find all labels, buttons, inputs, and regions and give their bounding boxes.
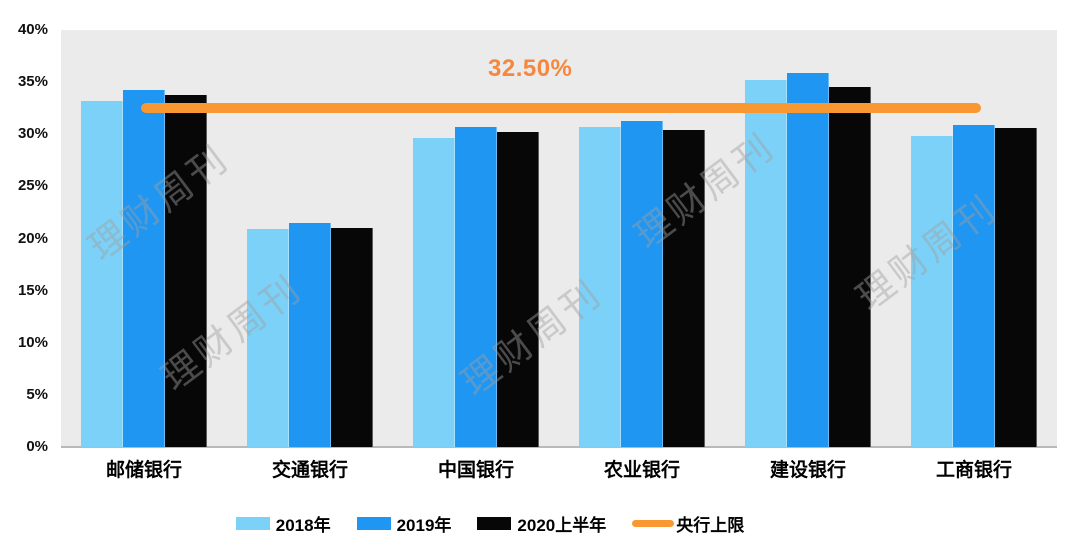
x-axis-category-label: 建设银行 bbox=[769, 460, 846, 481]
y-axis-tick-label: 0% bbox=[26, 438, 48, 455]
y-axis-tick-label: 20% bbox=[17, 229, 48, 247]
legend-label: 2018年 bbox=[275, 515, 331, 535]
central-bank-limit-line bbox=[141, 103, 981, 114]
bar-2019年-工商银行 bbox=[953, 124, 995, 447]
bar-2018年-工商银行 bbox=[911, 136, 953, 447]
legend-label: 央行上限 bbox=[676, 515, 745, 535]
bar-2018年-农业银行 bbox=[579, 126, 621, 447]
bar-2020上半年-邮储银行 bbox=[165, 94, 207, 447]
bar-2020上半年-工商银行 bbox=[995, 127, 1037, 447]
legend-item-央行上限: 央行上限 bbox=[632, 511, 744, 536]
bar-2020上半年-中国银行 bbox=[497, 132, 539, 447]
plot-area bbox=[61, 30, 1057, 447]
legend-item-2019年: 2019年 bbox=[356, 511, 452, 536]
x-axis-category-label: 交通银行 bbox=[271, 460, 348, 481]
x-axis-line bbox=[61, 446, 1057, 448]
bar-2018年-中国银行 bbox=[413, 138, 455, 447]
x-axis-category-label: 农业银行 bbox=[603, 460, 680, 481]
bar-2018年-建设银行 bbox=[745, 80, 787, 447]
limit-value-annotation: 32.50% bbox=[488, 55, 573, 82]
legend-item-2018年: 2018年 bbox=[235, 511, 331, 536]
legend-swatch-icon bbox=[235, 516, 270, 530]
bar-2020上半年-交通银行 bbox=[331, 228, 373, 447]
bar-2019年-邮储银行 bbox=[123, 90, 165, 447]
bar-2018年-邮储银行 bbox=[81, 100, 123, 447]
bar-2019年-建设银行 bbox=[787, 72, 829, 447]
bar-2019年-中国银行 bbox=[455, 126, 497, 447]
y-axis-tick-label: 40% bbox=[17, 21, 48, 38]
y-axis-tick-label: 30% bbox=[17, 125, 48, 143]
y-axis-tick-label: 35% bbox=[17, 73, 48, 91]
y-axis-tick-label: 5% bbox=[26, 385, 48, 403]
legend-label: 2020上半年 bbox=[517, 515, 607, 535]
x-axis-category-label: 邮储银行 bbox=[105, 460, 182, 481]
legend-label: 2019年 bbox=[396, 515, 452, 535]
x-axis-category-label: 工商银行 bbox=[935, 460, 1012, 481]
legend-swatch-icon bbox=[356, 516, 391, 530]
bar-2020上半年-农业银行 bbox=[663, 130, 705, 447]
bar-2019年-农业银行 bbox=[621, 120, 663, 447]
y-axis-tick-label: 15% bbox=[17, 281, 48, 299]
x-axis-category-label: 中国银行 bbox=[437, 460, 514, 481]
legend-item-2020上半年: 2020上半年 bbox=[477, 511, 606, 536]
bar-2020上半年-建设银行 bbox=[829, 87, 871, 447]
y-axis-tick-label: 10% bbox=[17, 333, 48, 351]
legend-swatch-icon bbox=[477, 516, 512, 530]
legend-line-icon bbox=[632, 519, 675, 527]
y-axis-tick-label: 25% bbox=[17, 177, 48, 195]
bar-2019年-交通银行 bbox=[289, 222, 331, 447]
legend: 2018年 2019年 2020上半年 央行上限 bbox=[0, 506, 980, 540]
bar-2018年-交通银行 bbox=[247, 229, 289, 447]
